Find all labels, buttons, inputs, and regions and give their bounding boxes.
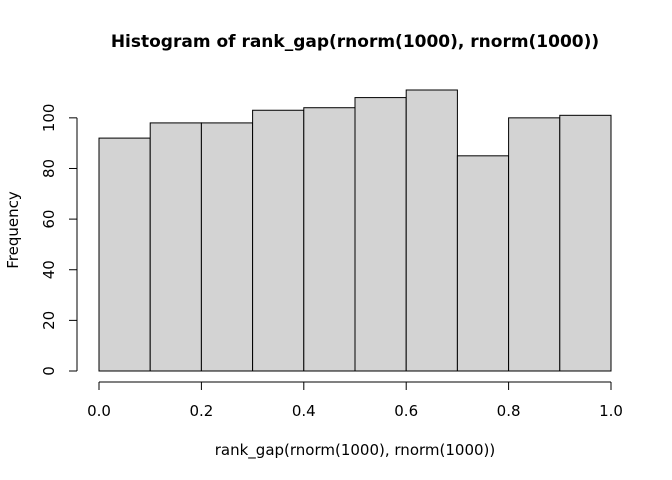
histogram-bar	[252, 109, 305, 372]
histogram-bar	[508, 117, 561, 372]
histogram-bar	[354, 97, 407, 372]
histogram-bar	[456, 155, 510, 372]
x-tick-label: 0.8	[497, 402, 521, 420]
x-tick-label: 0.0	[87, 402, 111, 420]
y-axis-label: Frequency	[4, 191, 22, 269]
histogram-bar	[405, 89, 458, 372]
y-tick-label: 40	[40, 260, 58, 279]
x-tick-label: 0.2	[189, 402, 213, 420]
y-tick-label: 0	[40, 366, 58, 376]
histogram-bar	[149, 122, 202, 372]
x-axis: 0.0 0.2 0.4 0.6 0.8 1.0	[87, 381, 623, 420]
histogram-bar	[200, 122, 254, 372]
y-tick-label: 60	[40, 210, 58, 229]
histogram-bars	[98, 89, 612, 372]
x-tick-label: 0.6	[394, 402, 418, 420]
x-axis-label: rank_gap(rnorm(1000), rnorm(1000))	[215, 441, 496, 460]
histogram-bar	[303, 107, 356, 372]
y-tick-label: 80	[40, 159, 58, 178]
chart-title: Histogram of rank_gap(rnorm(1000), rnorm…	[111, 32, 599, 52]
x-tick-label: 1.0	[599, 402, 623, 420]
histogram-bar	[98, 137, 151, 372]
y-tick-label: 20	[40, 311, 58, 330]
histogram-bar	[559, 114, 612, 372]
y-axis: 0 20 40 60 80 100	[40, 104, 78, 376]
x-tick-label: 0.4	[292, 402, 316, 420]
y-tick-label: 100	[40, 104, 58, 133]
